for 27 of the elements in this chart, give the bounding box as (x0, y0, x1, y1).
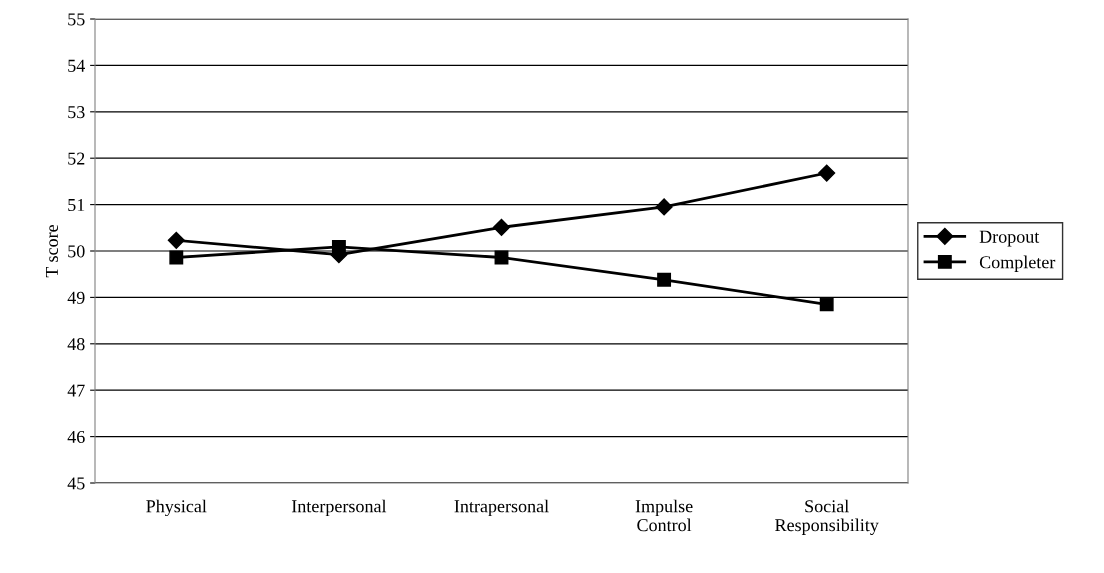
y-tick-label: 45 (67, 477, 85, 490)
y-tick-label: 46 (67, 430, 85, 444)
point (492, 218, 511, 236)
point (818, 164, 836, 182)
y-tick-label: 48 (67, 338, 85, 351)
point (167, 231, 185, 249)
y-tick-label: 51 (68, 198, 85, 212)
y-axis-title: T score (46, 224, 58, 278)
x-tick-label: Intrapersonal (454, 499, 549, 517)
legend-label: Completer (979, 255, 1056, 272)
y-tick-label: 52 (68, 152, 85, 165)
x-tick-label: Social Responsibility (775, 499, 879, 535)
point (819, 297, 834, 312)
x-tick-label: Impulse Control (635, 499, 693, 532)
y-tick-label: 47 (67, 384, 85, 397)
y-tick-label: 55 (68, 13, 85, 26)
x-tick-label: Interpersonal (291, 499, 387, 517)
point (655, 198, 673, 216)
point (169, 250, 184, 265)
point (657, 272, 672, 287)
legend-label: Dropout (979, 230, 1040, 247)
y-tick-label: 53 (68, 106, 85, 119)
x-tick-label: Physical (146, 499, 207, 517)
y-tick-label: 50 (68, 245, 85, 258)
y-tick-label: 54 (68, 59, 85, 72)
y-tick-label: 49 (67, 291, 85, 304)
point (331, 239, 346, 254)
